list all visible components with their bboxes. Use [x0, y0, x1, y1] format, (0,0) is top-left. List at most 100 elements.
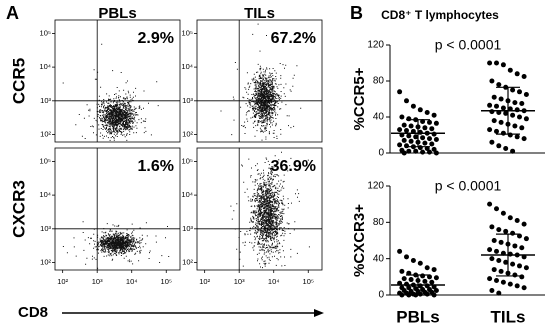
column-title: TILs — [244, 5, 275, 22]
data-point — [417, 107, 423, 113]
data-point — [401, 276, 407, 282]
data-point — [517, 89, 522, 95]
data-point — [489, 224, 495, 230]
data-point — [401, 122, 407, 128]
y-tick-label: 10⁴ — [181, 190, 193, 199]
y-tick-label: 80 — [373, 76, 385, 87]
data-point — [523, 116, 529, 122]
data-point — [433, 120, 439, 126]
data-point — [512, 243, 518, 249]
data-point — [404, 143, 409, 149]
data-point — [523, 236, 529, 242]
data-point — [512, 272, 518, 278]
y-tick-label: 10² — [182, 130, 193, 139]
data-point — [413, 148, 419, 154]
y-tick-label: 10⁵ — [182, 156, 193, 165]
data-point — [487, 127, 493, 133]
data-point — [489, 139, 495, 145]
data-point — [498, 239, 504, 245]
data-point — [521, 221, 527, 227]
data-point — [491, 118, 497, 124]
plot-frame — [196, 19, 323, 143]
x-tick-label: 10³ — [234, 277, 245, 286]
data-point — [410, 257, 416, 263]
group-title: CD8⁺ T lymphocytes — [381, 8, 499, 22]
y-tick-label: 10³ — [182, 96, 193, 105]
data-point — [514, 283, 520, 289]
data-point — [519, 245, 525, 251]
data-point — [424, 265, 430, 271]
data-point — [424, 291, 430, 297]
x-tick-label: 10² — [199, 277, 210, 286]
data-point — [422, 125, 428, 131]
data-point — [503, 259, 509, 265]
y-tick-label: 10⁵ — [182, 28, 193, 37]
event-cloud — [230, 151, 310, 269]
data-point — [496, 227, 502, 233]
y-tick-label: 10² — [40, 258, 51, 267]
data-point — [431, 131, 437, 137]
event-cloud — [62, 221, 170, 269]
data-point — [487, 247, 493, 253]
percentage: 36.9% — [271, 158, 316, 175]
data-point — [410, 103, 416, 109]
p-value: p < 0.0001 — [435, 178, 502, 194]
data-point — [413, 134, 419, 140]
y-tick-label: 40 — [373, 112, 385, 123]
y-tick-label: 120 — [367, 181, 384, 192]
data-point — [500, 130, 506, 136]
data-point — [496, 143, 502, 149]
y-tick-label: 10⁴ — [39, 62, 51, 71]
data-point — [514, 218, 520, 224]
data-point — [431, 292, 437, 298]
data-point — [514, 134, 520, 140]
data-point — [503, 110, 509, 116]
data-point — [489, 78, 495, 84]
y-axis-label: %CCR5+ — [351, 67, 368, 130]
y-tick-label: 10³ — [182, 224, 193, 233]
data-point — [408, 277, 414, 283]
data-point — [420, 135, 426, 141]
data-point — [510, 148, 516, 154]
percentage: 2.9% — [138, 30, 174, 47]
x-tick-label: 10³ — [92, 277, 103, 286]
x-axis-label: CD8 — [18, 304, 48, 321]
y-tick-label: 0 — [378, 290, 384, 301]
x-tick-label: 10⁵ — [303, 277, 314, 286]
data-point — [521, 285, 527, 291]
y-tick-label: 120 — [367, 40, 384, 51]
data-point — [510, 261, 516, 267]
data-point — [399, 114, 405, 120]
data-point — [433, 287, 439, 293]
data-point — [422, 140, 428, 146]
data-point — [514, 71, 520, 77]
data-point — [487, 60, 493, 66]
data-point — [496, 290, 502, 296]
y-tick-label: 10² — [40, 130, 51, 139]
data-point — [503, 228, 509, 234]
data-point — [420, 149, 426, 155]
x-tick-label: PBLs — [396, 307, 439, 326]
data-point — [507, 67, 513, 73]
data-point — [401, 137, 407, 143]
data-point — [431, 267, 437, 273]
percentage: 67.2% — [271, 30, 316, 47]
x-tick-label: 10² — [57, 277, 68, 286]
data-point — [500, 279, 506, 285]
data-point — [517, 263, 522, 269]
data-point — [397, 248, 403, 254]
data-point — [496, 257, 502, 263]
data-point — [494, 277, 499, 283]
data-point — [512, 123, 518, 129]
data-point — [521, 136, 527, 142]
data-point — [503, 146, 509, 151]
data-point — [433, 137, 439, 142]
data-point — [433, 275, 439, 281]
data-point — [406, 116, 412, 122]
data-point — [397, 142, 403, 148]
plot-frame — [196, 147, 323, 271]
data-point — [408, 138, 414, 144]
x-tick-label: TILs — [491, 307, 526, 326]
arrow-head — [314, 309, 324, 317]
data-point — [406, 285, 412, 291]
